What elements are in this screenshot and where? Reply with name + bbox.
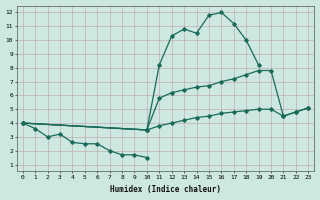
X-axis label: Humidex (Indice chaleur): Humidex (Indice chaleur) xyxy=(110,185,221,194)
